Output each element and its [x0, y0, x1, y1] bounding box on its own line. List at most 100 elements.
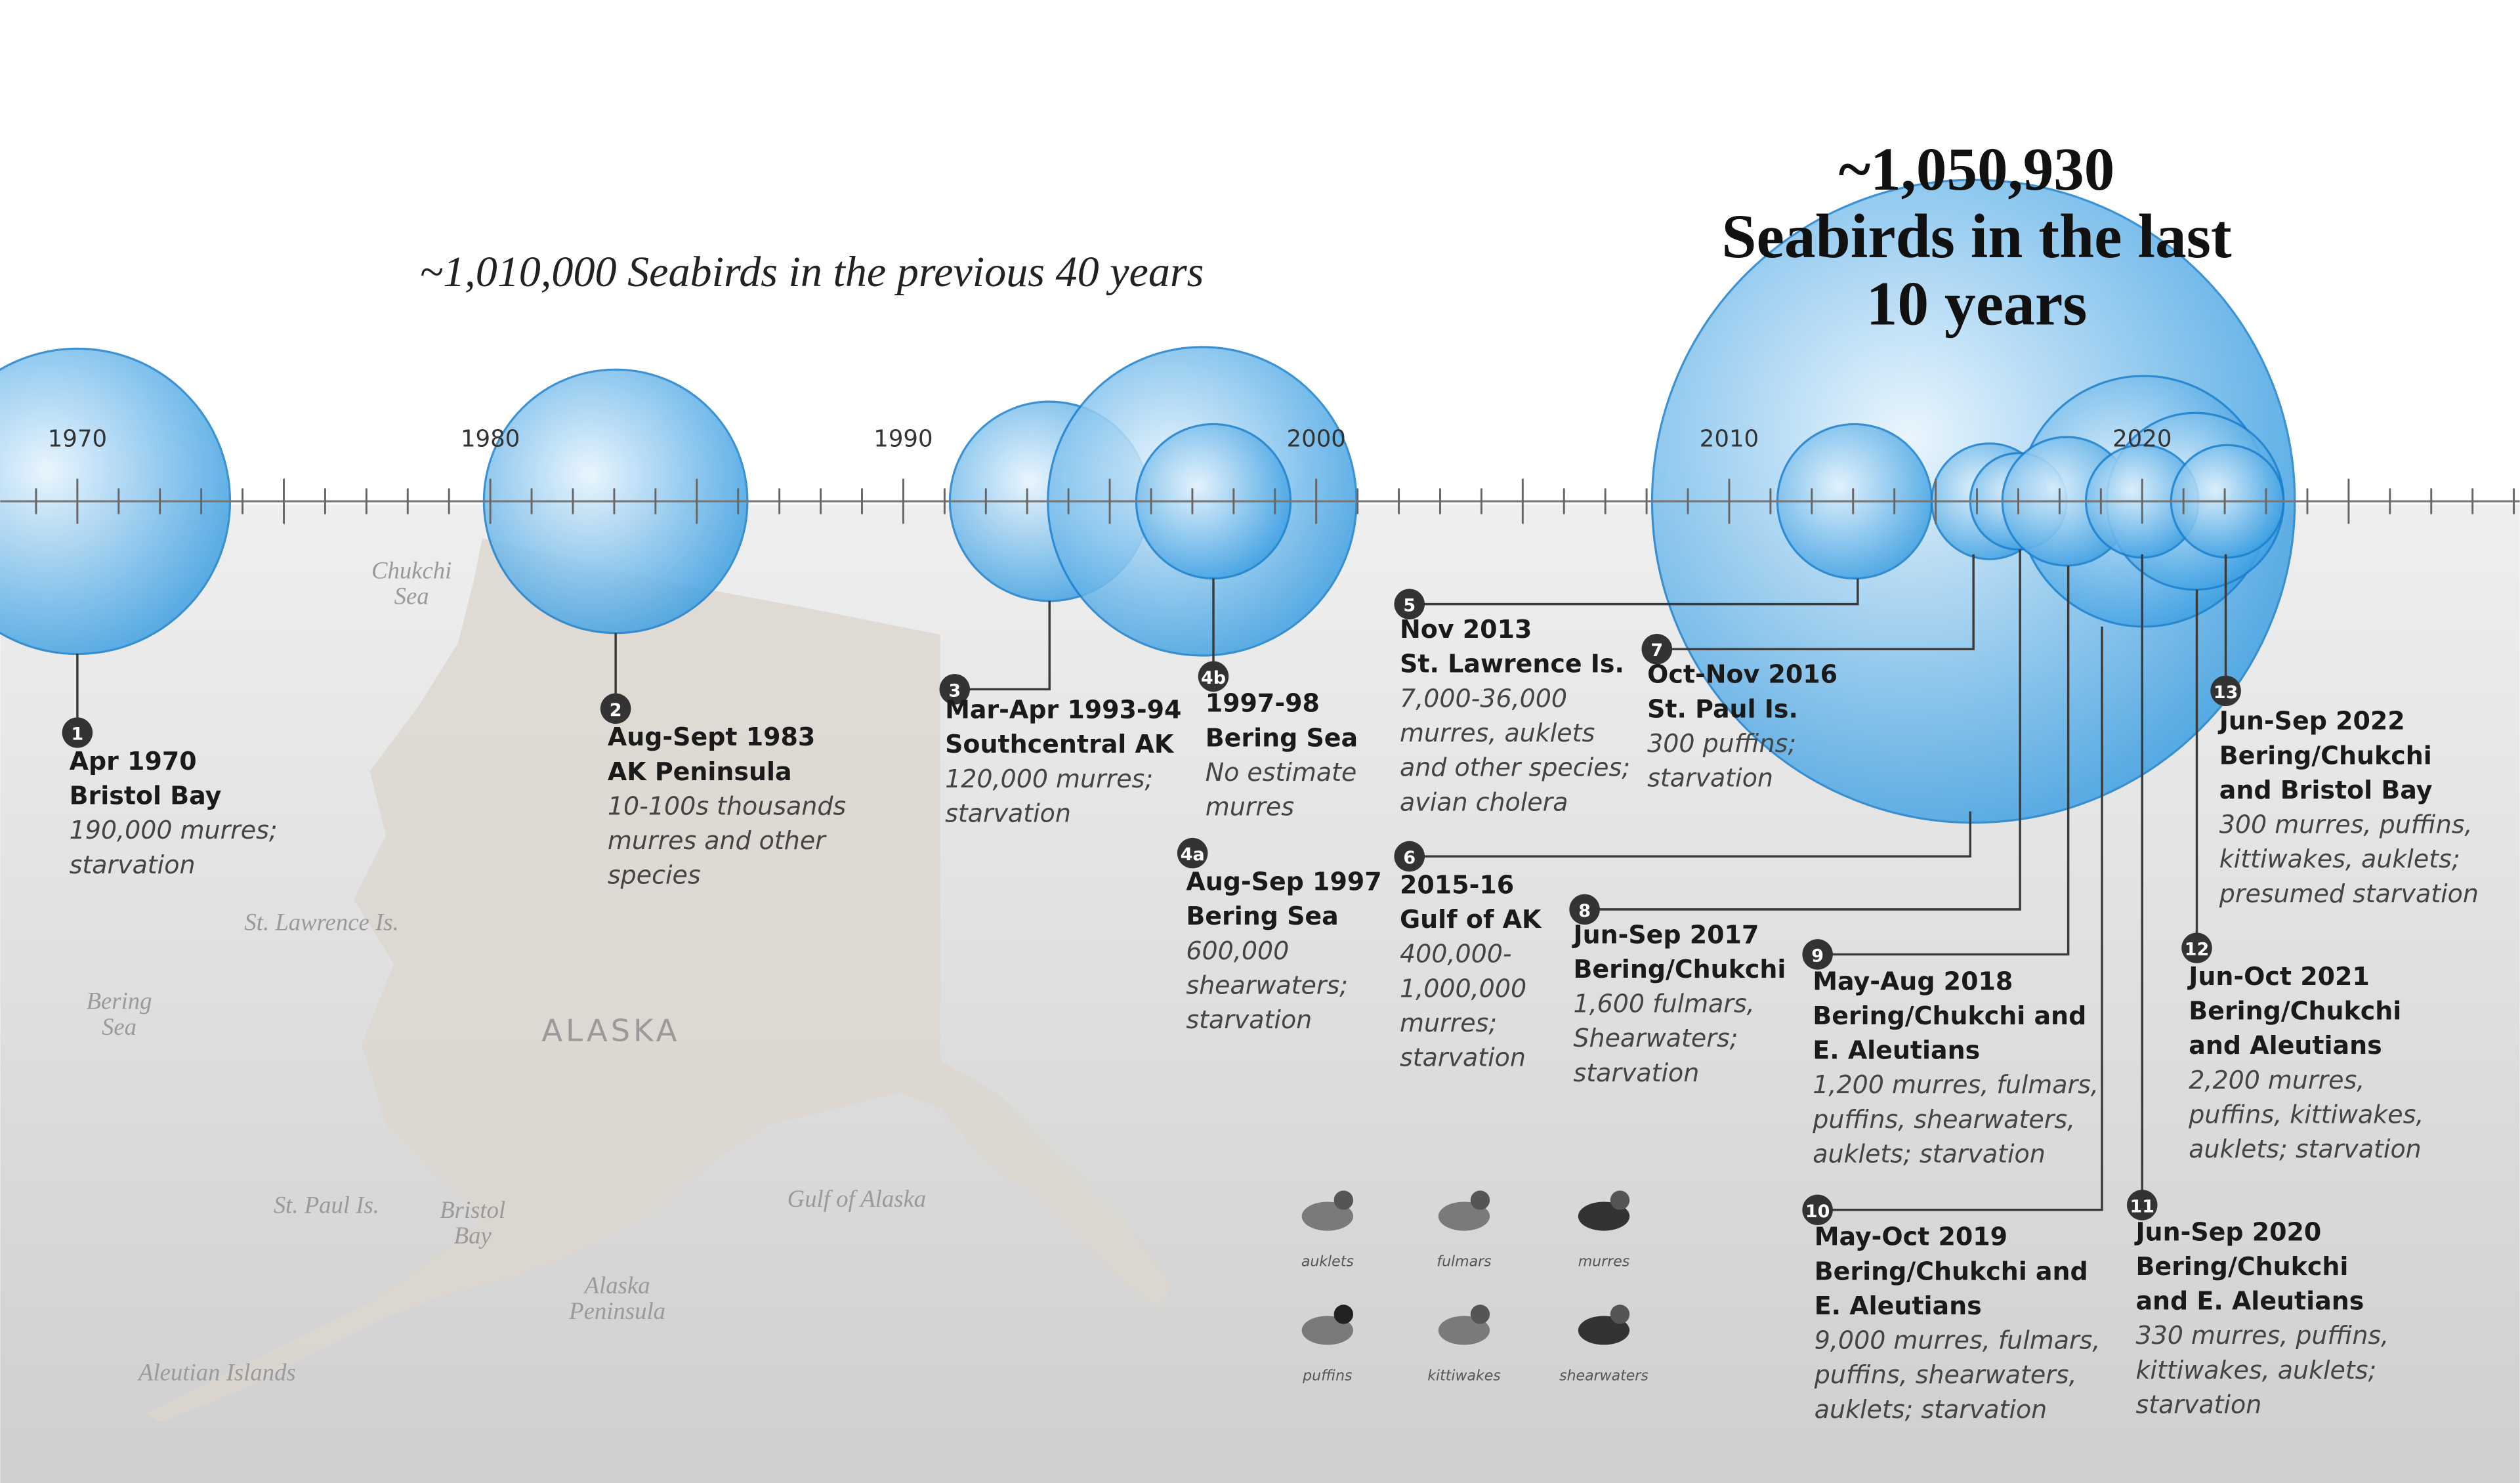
bird-label: murres [1578, 1253, 1630, 1270]
bird-icon [1334, 1190, 1354, 1210]
event-place: Bering/Chukchi [2219, 741, 2432, 770]
connector [954, 600, 1051, 691]
event-detail: avian cholera [1400, 787, 1568, 816]
bird-label: kittiwakes [1427, 1368, 1501, 1384]
event-marker [62, 717, 93, 748]
event-date: Apr 1970 [70, 747, 197, 776]
connector [1656, 554, 1975, 650]
event-date: Oct-Nov 2016 [1647, 660, 1838, 689]
event-detail: 9,000 murres, fulmars, [1815, 1326, 2101, 1355]
event-marker [2181, 932, 2212, 963]
event-number: 4a [1181, 845, 1205, 865]
map-label: St. Paul Is. [274, 1192, 379, 1219]
event-date: 2015-16 [1400, 870, 1514, 899]
map-label: Bristol [440, 1196, 505, 1223]
event-number: 12 [2185, 940, 2209, 960]
connector [1817, 626, 2103, 1211]
event-number: 4b [1201, 668, 1226, 688]
recent-title: ~1,050,930 [1839, 136, 2115, 203]
event-place: Bering Sea [1186, 902, 1338, 930]
event-date: May-Oct 2019 [1815, 1222, 2007, 1251]
bird-label: fulmars [1437, 1253, 1492, 1270]
event-place: and Bristol Bay [2219, 776, 2433, 804]
event-detail: puffins, shearwaters, [1814, 1360, 2077, 1389]
event-detail: auklets; starvation [2189, 1135, 2421, 1163]
event-detail: 190,000 murres; [70, 816, 278, 845]
event-detail: starvation [1573, 1058, 1699, 1087]
bird-icon [1470, 1305, 1490, 1324]
event-detail: puffins, shearwaters, [1812, 1105, 2075, 1134]
event-detail: murres, auklets [1400, 719, 1595, 747]
event-marker [939, 674, 971, 705]
event-detail: starvation [2135, 1390, 2261, 1419]
bird-icon [1470, 1190, 1490, 1210]
event-date: May-Aug 2018 [1813, 967, 2013, 995]
event-detail: starvation [1186, 1005, 1312, 1034]
alaska-map [144, 538, 1173, 1422]
map-label: St. Lawrence Is. [244, 909, 398, 936]
connector [1409, 811, 1971, 858]
event-number: 10 [1805, 1201, 1830, 1222]
map-label: Aleutian Islands [136, 1358, 296, 1385]
event-place: Bering/Chukchi and [1813, 1001, 2086, 1030]
bird-label: puffins [1302, 1368, 1353, 1384]
event-place: St. Paul Is. [1647, 694, 1798, 723]
recent-title: Seabirds in the last [1721, 201, 2231, 271]
year-label: 2020 [2112, 426, 2172, 453]
event-detail: auklets; starvation [1813, 1140, 2045, 1169]
event-marker [1394, 589, 1425, 619]
map-label: Bay [454, 1222, 492, 1249]
event-place: E. Aleutians [1815, 1291, 1982, 1320]
event-place: Southcentral AK [945, 730, 1175, 759]
event-place: Bristol Bay [70, 781, 222, 810]
event-number: 1 [72, 724, 84, 745]
event-number: 6 [1403, 848, 1416, 868]
event-date: Mar-Apr 1993-94 [945, 695, 1181, 724]
event-number: 13 [2214, 682, 2238, 703]
event-detail: 400,000- [1400, 940, 1512, 969]
year-label: 2010 [1700, 426, 1759, 453]
event-place: AK Peninsula [608, 757, 792, 786]
event-detail: 120,000 murres; [945, 764, 1153, 793]
event-date: Aug-Sep 1997 [1186, 867, 1381, 896]
bird-label: auklets [1301, 1253, 1354, 1270]
event-detail: starvation [1647, 764, 1773, 793]
event-place: Bering/Chukchi [1573, 955, 1786, 984]
bird-icon [1334, 1305, 1354, 1324]
event-marker [1641, 633, 1673, 665]
event-detail: starvation [945, 799, 1071, 827]
event-detail: starvation [1400, 1043, 1526, 1072]
event-place: and Aleutians [2189, 1031, 2382, 1060]
event-number: 7 [1650, 640, 1663, 661]
event-detail: murres; [1400, 1009, 1497, 1037]
year-label: 1980 [461, 426, 520, 453]
year-label: 2000 [1287, 426, 1346, 453]
event-marker [1802, 939, 1833, 970]
event-number: 11 [2130, 1196, 2154, 1217]
event-detail: murres and other [608, 826, 827, 855]
event-detail: 1,200 murres, fulmars, [1813, 1070, 2099, 1099]
event-date: Jun-Sep 2020 [2133, 1217, 2321, 1246]
event-detail: No estimate [1206, 758, 1357, 787]
event-detail: murres [1206, 793, 1294, 822]
event-detail: species [608, 861, 701, 890]
event-detail: 330 murres, puffins, [2135, 1321, 2389, 1350]
event-detail: 10-100s thousands [608, 791, 846, 820]
event-number: 5 [1403, 596, 1416, 616]
connector [1409, 578, 1859, 606]
map-label: Sea [394, 583, 429, 610]
year-label: 1970 [48, 426, 107, 453]
connector [1584, 549, 2021, 911]
year-label: 1990 [873, 426, 933, 453]
event-number: 9 [1811, 946, 1824, 966]
event-detail: 300 murres, puffins, [2219, 810, 2473, 839]
event-place: Bering Sea [1206, 723, 1358, 752]
event-detail: auklets; starvation [1815, 1395, 2047, 1424]
map-label: Chukchi [371, 556, 452, 583]
event-marker [1394, 841, 1425, 872]
event-detail: presumed starvation [2219, 879, 2479, 908]
event-date: Jun-Sep 2017 [1571, 920, 1759, 949]
event-detail: 2,200 murres, [2189, 1066, 2364, 1095]
event-detail: Shearwaters; [1573, 1024, 1738, 1053]
